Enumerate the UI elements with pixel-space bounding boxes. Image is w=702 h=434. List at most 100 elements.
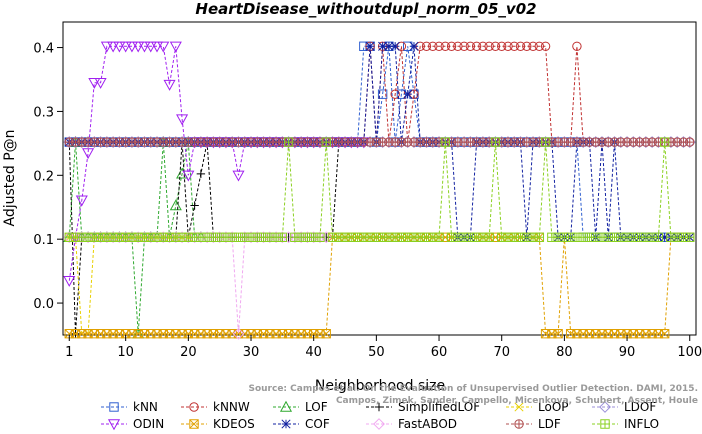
data-point	[685, 232, 695, 242]
legend-item-odin: ODIN	[101, 417, 164, 431]
data-point	[107, 41, 120, 53]
x-axis-label: Neighborhood size	[315, 378, 445, 394]
data-point	[94, 77, 107, 89]
data-point	[659, 137, 670, 147]
series-line	[69, 236, 327, 334]
legend-item-cof: COF	[273, 417, 330, 431]
data-point	[522, 41, 532, 51]
data-point	[459, 41, 469, 51]
legend-swatch-marker	[599, 401, 611, 413]
data-point	[440, 137, 451, 147]
legend-swatch-marker	[514, 402, 524, 412]
data-point	[100, 41, 113, 53]
data-point	[503, 41, 513, 51]
legend-swatch-marker	[189, 419, 199, 429]
data-point	[283, 137, 294, 147]
watermark-line-2: Campos, Zimek, Sander, Campello, Micenko…	[336, 396, 698, 406]
data-point	[685, 137, 695, 147]
legend-label: ODIN	[133, 417, 164, 431]
data-point	[163, 79, 176, 91]
data-point	[144, 41, 157, 53]
watermark-line-1: Source: Campos et al. On the Evaluation …	[248, 384, 698, 394]
series-loop	[64, 232, 193, 339]
x-tick-label: 60	[431, 345, 448, 360]
legend-item-simplifiedlof: SimplifiedLOF	[366, 400, 480, 414]
data-point	[75, 195, 88, 207]
data-point	[63, 276, 76, 287]
data-point	[421, 41, 432, 51]
data-point	[478, 41, 488, 51]
data-point	[125, 41, 138, 53]
series-line	[69, 236, 189, 335]
legend: kNN kNNW LOF SimplifiedLOF LoOP LDOF ODIN KDEOS…	[101, 400, 659, 431]
data-point	[150, 41, 164, 53]
legend-swatch-marker	[107, 419, 121, 431]
data-point	[440, 41, 451, 51]
legend-swatch-marker	[600, 419, 610, 429]
data-point	[534, 41, 545, 51]
series-knnw	[64, 41, 695, 147]
data-point	[509, 41, 519, 51]
legend-label: kNNW	[213, 400, 250, 414]
legend-item-knn: kNN	[101, 400, 158, 414]
data-point	[428, 41, 438, 51]
legend-label: SimplifiedLOF	[398, 400, 480, 414]
data-point	[176, 114, 189, 126]
data-point	[157, 41, 170, 53]
data-point	[113, 41, 126, 53]
data-point	[169, 41, 182, 53]
data-point	[403, 89, 413, 99]
data-point	[446, 41, 457, 51]
legend-label: LOF	[305, 400, 328, 414]
data-point	[119, 41, 132, 53]
series-fastabod	[63, 231, 333, 340]
y-tick-label: 0.0	[33, 297, 54, 312]
data-point	[232, 170, 245, 182]
legend-label: LDF	[538, 417, 561, 431]
series-line	[69, 236, 690, 335]
legend-label: LoOP	[538, 400, 569, 414]
legend-label: kNN	[133, 400, 158, 414]
legend-label: LDOF	[624, 400, 656, 414]
legend-item-lof: LOF	[273, 400, 328, 414]
data-point	[572, 41, 582, 51]
legend-swatch-marker	[281, 419, 291, 429]
data-point	[659, 329, 670, 339]
data-point	[88, 77, 101, 89]
y-axis-label: Adjusted P@n	[2, 129, 18, 226]
series-line	[68, 45, 364, 281]
data-point	[190, 201, 199, 210]
y-axis: 0.0 0.1 0.2 0.3 0.4	[33, 42, 63, 312]
x-axis: 1 10 20 30 40 50 60 70 80 90 100	[65, 335, 702, 360]
data-point	[138, 41, 151, 53]
x-tick-label: 40	[305, 345, 322, 360]
x-tick-label: 100	[677, 345, 702, 360]
data-point	[196, 169, 206, 179]
data-point	[321, 329, 331, 339]
y-tick-label: 0.2	[33, 169, 54, 184]
chart-title: HeartDisease_withoutdupl_norm_05_v02	[195, 0, 536, 18]
legend-swatch-marker	[514, 419, 524, 429]
data-point	[378, 41, 388, 51]
x-tick-label: 30	[243, 345, 260, 360]
data-point	[453, 41, 463, 51]
series-odin	[63, 41, 370, 287]
legend-item-fastabod: FastABOD	[366, 417, 457, 431]
data-point	[490, 137, 501, 147]
x-tick-label: 1	[65, 345, 73, 360]
data-point	[226, 231, 239, 244]
data-point	[409, 41, 419, 51]
data-point	[277, 232, 288, 242]
series-kdeos	[64, 232, 695, 339]
series-layer	[63, 41, 696, 340]
y-tick-label: 0.1	[33, 233, 54, 248]
x-tick-label: 80	[556, 345, 573, 360]
data-point	[365, 41, 375, 51]
data-point	[390, 41, 400, 51]
data-point	[384, 41, 394, 51]
x-tick-label: 90	[619, 345, 636, 360]
data-point	[132, 41, 145, 53]
data-point	[484, 41, 494, 51]
data-point	[534, 232, 545, 242]
